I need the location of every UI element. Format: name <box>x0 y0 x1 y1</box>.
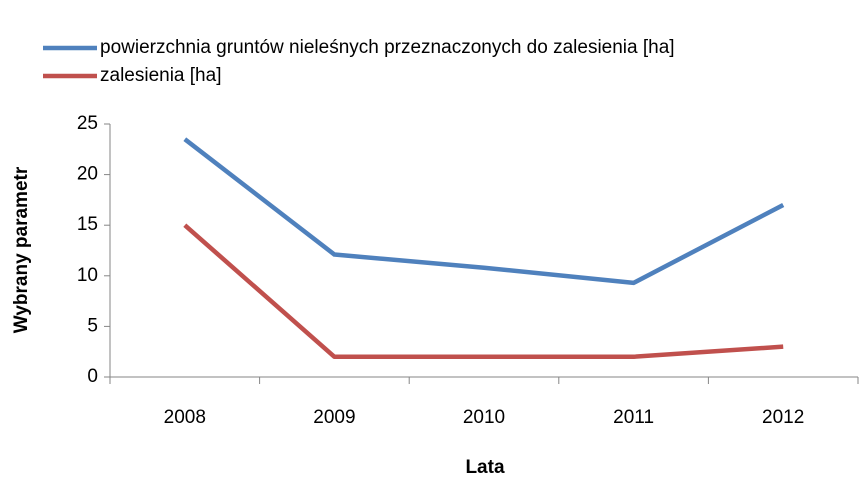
y-tick-label: 0 <box>87 366 98 387</box>
x-tick-label: 2008 <box>164 407 206 428</box>
y-tick-label: 5 <box>87 315 98 336</box>
y-tick-label: 20 <box>77 164 98 185</box>
y-tick-label: 25 <box>77 113 98 134</box>
legend-label: zalesienia [ha] <box>100 65 221 86</box>
series-line <box>183 223 784 360</box>
x-tick-label: 2011 <box>613 407 654 428</box>
x-tick-label: 2009 <box>313 407 355 428</box>
y-tick-label: 15 <box>77 214 98 235</box>
x-axis-label: Lata <box>465 457 505 478</box>
y-tick-label: 10 <box>77 265 98 286</box>
series-line <box>183 137 785 286</box>
x-tick-label: 2012 <box>762 407 804 428</box>
x-tick-label: 2010 <box>463 407 505 428</box>
legend-label: powierzchnia gruntów nieleśnych przeznac… <box>100 37 675 58</box>
y-axis-label: Wybrany parametr <box>11 166 32 333</box>
